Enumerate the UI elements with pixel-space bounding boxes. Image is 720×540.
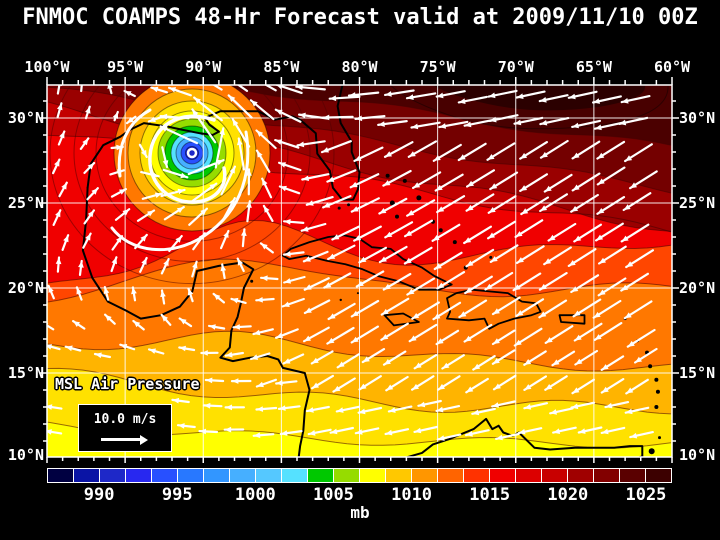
field-label: MSL Air Pressure — [55, 375, 200, 393]
wind-scale-label: 10.0 m/s — [93, 412, 157, 427]
island-dot — [339, 298, 342, 302]
colorbar-cell — [256, 469, 281, 482]
colorbar-cell — [282, 469, 307, 482]
lon-tick-label: 60°W — [653, 58, 691, 76]
colorbar-tick-label: 1000 — [234, 485, 276, 505]
island-dot — [655, 389, 660, 394]
colorbar-cell — [438, 469, 463, 482]
wind-scale-box: 10.0 m/s — [78, 404, 172, 452]
high-pressure-core — [432, 85, 646, 111]
colorbar-tick-label: 1010 — [391, 485, 433, 505]
lon-tick-label: 90°W — [185, 58, 222, 76]
island-dot — [489, 255, 493, 259]
isobar-line — [73, 85, 311, 263]
colorbar-cell — [568, 469, 593, 482]
island-dot — [648, 364, 653, 369]
island-dot — [658, 436, 661, 440]
colorbar-cell — [412, 469, 437, 482]
lat-tick-label: 30°N — [7, 109, 44, 127]
colorbar-cell — [100, 469, 125, 482]
lon-tick-label: 95°W — [107, 58, 144, 76]
colorbar-cell — [620, 469, 645, 482]
island-dot — [356, 292, 359, 295]
island-dot — [416, 195, 422, 201]
island-dot — [654, 377, 659, 382]
lat-tick-label: 20°N — [679, 279, 716, 297]
island-dot — [438, 228, 443, 233]
colorbar-cell — [386, 469, 411, 482]
colorbar-cell — [646, 469, 671, 482]
lon-tick-label: 80°W — [341, 58, 378, 76]
colorbar-tick-label: 995 — [161, 485, 193, 505]
lat-tick-label: 10°N — [679, 446, 716, 464]
colorbar-cell — [594, 469, 619, 482]
colorbar-cell — [152, 469, 177, 482]
lat-tick-label: 25°N — [7, 194, 44, 212]
page-title: FNMOC COAMPS 48-Hr Forecast valid at 200… — [22, 5, 698, 30]
colorbar-cell — [490, 469, 515, 482]
island-dot — [337, 206, 341, 210]
colorbar-tick-label: 1025 — [625, 485, 667, 505]
island-dot — [347, 203, 351, 207]
colorbar-tick-label: 990 — [83, 485, 115, 505]
lon-tick-label: 70°W — [497, 58, 534, 76]
colorbar-cell — [230, 469, 255, 482]
colorbar-cell — [464, 469, 489, 482]
colorbar-cell — [334, 469, 359, 482]
island-dot — [385, 173, 390, 178]
lat-tick-label: 15°N — [679, 364, 716, 382]
grid-lines — [47, 85, 672, 457]
colorbar-unit-label: mb — [350, 503, 370, 522]
island-dot — [389, 200, 395, 206]
map-area — [47, 85, 672, 457]
lon-tick-label: 85°W — [263, 58, 300, 76]
axis-ticks — [40, 77, 679, 463]
colorbar-cell — [126, 469, 151, 482]
lon-tick-label: 65°W — [575, 58, 612, 76]
island-dot — [654, 405, 659, 409]
colorbar-cell — [308, 469, 333, 482]
pressure-colorbar — [47, 468, 672, 483]
colorbar-cell — [360, 469, 385, 482]
colorbar-cell — [178, 469, 203, 482]
wind-arrows — [47, 85, 658, 441]
lat-tick-label: 10°N — [7, 446, 44, 464]
lat-tick-label: 15°N — [7, 364, 44, 382]
island-dot — [395, 214, 399, 219]
colorbar-cell — [48, 469, 73, 482]
colorbar-cell — [74, 469, 99, 482]
wind-scale-arrow-icon — [101, 434, 148, 445]
lat-tick-label: 25°N — [679, 194, 716, 212]
lat-tick-label: 30°N — [679, 109, 716, 127]
colorbar-cell — [204, 469, 229, 482]
colorbar-cell — [516, 469, 541, 482]
island-dot — [250, 279, 254, 283]
island-dot — [402, 178, 407, 183]
colorbar-tick-label: 1005 — [312, 485, 354, 505]
colorbar-tick-label: 1015 — [469, 485, 511, 505]
isobar-line — [49, 85, 335, 285]
lon-tick-label: 100°W — [24, 58, 70, 76]
colorbar-cell — [542, 469, 567, 482]
lat-tick-label: 20°N — [7, 279, 44, 297]
lon-tick-label: 75°W — [419, 58, 456, 76]
island-dot — [452, 240, 457, 245]
colorbar-tick-label: 1020 — [547, 485, 589, 505]
island-dot — [648, 448, 655, 455]
